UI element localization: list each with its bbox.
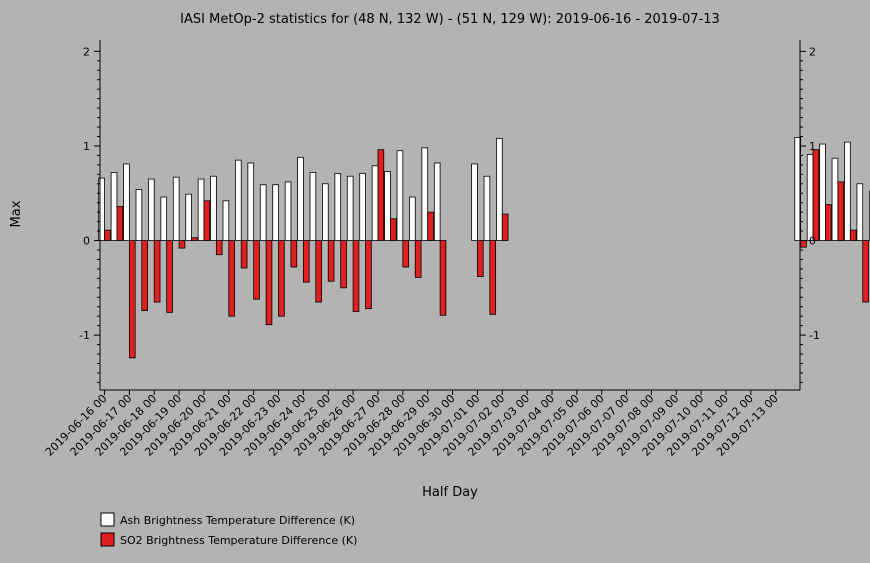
x-axis-label: Half Day — [422, 485, 478, 500]
bar-ash — [856, 183, 864, 241]
bar-ash — [433, 162, 441, 241]
bar-ash — [259, 184, 267, 241]
bar-so2 — [153, 240, 161, 303]
bar-so2 — [327, 240, 335, 282]
bar-ash — [844, 141, 851, 241]
legend-swatch-ash — [100, 512, 115, 527]
bar-ash — [409, 196, 416, 241]
y-tick-label-left: 2 — [83, 45, 90, 58]
bar-ash — [148, 178, 155, 241]
legend-label-so2: SO2 Brightness Temperature Difference (K… — [120, 534, 357, 547]
bar-ash — [794, 137, 801, 241]
legend: Ash Brightness Temperature Difference (K… — [100, 512, 357, 547]
bar-so2 — [489, 240, 497, 315]
bar-so2 — [476, 240, 484, 277]
bar-ash — [185, 193, 192, 241]
bar-ash — [235, 159, 242, 241]
bar-ash — [346, 175, 354, 241]
bar-so2 — [340, 240, 347, 289]
bar-so2 — [178, 240, 186, 249]
bar-ash — [222, 200, 230, 241]
bar-so2 — [141, 240, 148, 311]
bar-so2 — [800, 240, 807, 248]
bar-ash — [322, 183, 329, 241]
bar-ash — [247, 162, 255, 241]
bar-so2 — [278, 240, 285, 317]
bar-ash — [396, 150, 404, 241]
bar-so2 — [253, 240, 260, 300]
bar-ash — [334, 172, 342, 241]
bar-so2 — [414, 240, 422, 278]
bar-ash — [359, 172, 366, 241]
bar-ash — [197, 178, 205, 241]
bar-so2 — [290, 240, 298, 268]
bar-so2 — [265, 240, 273, 326]
bar-so2 — [215, 240, 223, 256]
bar-ash — [831, 157, 839, 241]
bar-ash — [98, 177, 105, 241]
y-tick-label-left: 1 — [83, 140, 90, 153]
bar-so2 — [439, 240, 447, 316]
bar-so2 — [228, 240, 236, 317]
bar-ash — [110, 172, 118, 241]
bar-ash — [297, 156, 304, 241]
y-tick-label-right: 1 — [809, 140, 816, 153]
bar-ash — [160, 196, 168, 241]
bar-ash — [309, 172, 317, 241]
bar-ash — [806, 154, 814, 241]
bar-so2 — [116, 206, 124, 241]
bar-ash — [272, 184, 279, 241]
legend-label-ash: Ash Brightness Temperature Difference (K… — [120, 514, 355, 527]
chart-title: IASI MetOp-2 statistics for (48 N, 132 W… — [180, 12, 720, 27]
bar-so2 — [352, 240, 360, 312]
bar-ash — [371, 165, 379, 241]
bar-so2 — [365, 240, 372, 310]
bar-ash — [135, 189, 143, 241]
bar-ash — [284, 181, 292, 241]
bar-so2 — [812, 149, 820, 241]
bar-ash — [496, 137, 503, 241]
bar-so2 — [128, 240, 136, 359]
bar-so2 — [427, 211, 434, 241]
legend-swatch-so2 — [100, 532, 115, 547]
bar-ash — [210, 175, 217, 241]
bar-ash — [819, 143, 826, 241]
y-tick-label-right: 0 — [809, 235, 816, 248]
bar-ash — [172, 176, 180, 241]
bar-so2 — [315, 240, 323, 303]
y-tick-label-left: -1 — [79, 329, 90, 342]
bar-ash — [421, 147, 429, 241]
y-tick-label-right: -1 — [809, 329, 820, 342]
bar-ash — [483, 175, 491, 241]
bar-so2 — [501, 213, 509, 241]
bar-ash — [384, 171, 391, 241]
bar-so2 — [377, 149, 385, 241]
bar-so2 — [402, 240, 410, 268]
bar-so2 — [302, 240, 310, 283]
y-axis-label: Max — [9, 200, 24, 227]
bar-so2 — [862, 240, 869, 303]
y-tick-label-left: 0 — [83, 235, 90, 248]
bar-so2 — [240, 240, 248, 269]
bar-so2 — [104, 229, 111, 241]
bar-so2 — [166, 240, 173, 313]
bar-so2 — [389, 218, 397, 241]
bar-so2 — [825, 204, 832, 241]
y-tick-label-right: 2 — [809, 45, 816, 58]
bar-so2 — [191, 237, 198, 241]
bar-so2 — [203, 200, 211, 241]
bar-so2 — [837, 181, 845, 241]
bar-ash — [471, 163, 478, 241]
bar-ash — [123, 163, 130, 241]
bar-so2 — [849, 229, 857, 241]
